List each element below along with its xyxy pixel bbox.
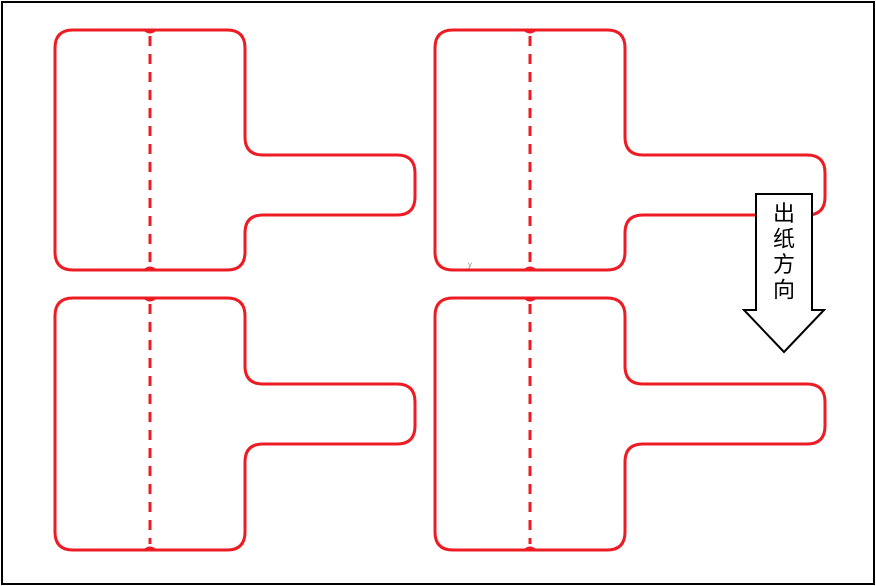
arrow-label-char: 纸 <box>773 227 795 252</box>
shape-outline <box>55 298 415 550</box>
die-cut-shape-bottom-left <box>52 295 418 553</box>
arrow-label-char: 出 <box>773 201 795 226</box>
feed-direction-arrow: 出纸方向 <box>742 192 826 356</box>
arrow-label-char: 向 <box>773 278 795 303</box>
shape-outline <box>55 30 415 270</box>
diagram-canvas: 出纸方向 y <box>0 0 876 586</box>
die-cut-shape-top-left <box>52 27 418 273</box>
arrow-label-char: 方 <box>773 252 795 277</box>
